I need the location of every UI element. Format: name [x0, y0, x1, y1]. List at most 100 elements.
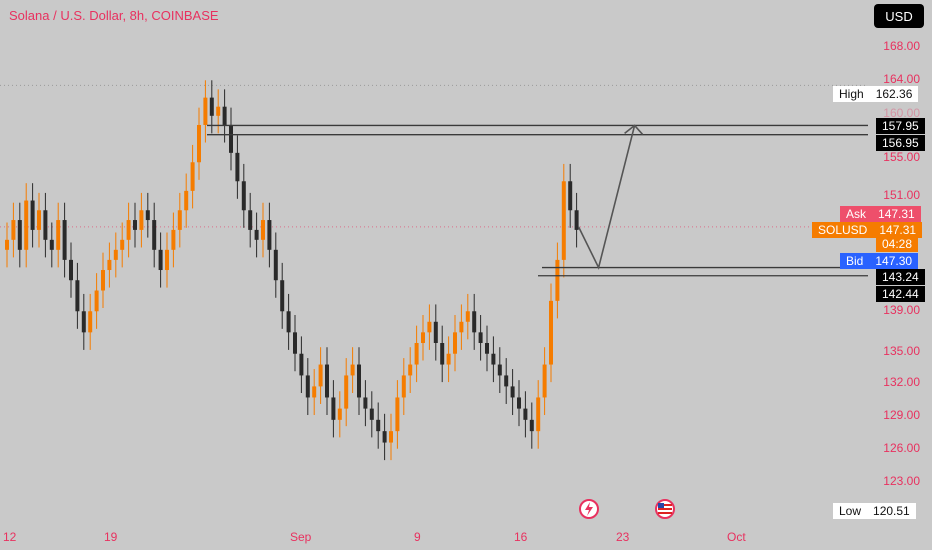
price-label: 139.00	[883, 303, 920, 317]
symbol-label: SOLUSD	[812, 222, 874, 238]
candle-body	[280, 280, 285, 312]
candle-body	[203, 97, 208, 125]
candle-body	[529, 419, 534, 432]
price-label: 164.00	[883, 72, 920, 86]
candle-body	[267, 220, 272, 250]
candle-body	[414, 343, 419, 365]
price-label: 132.00	[883, 375, 920, 389]
candle-body	[5, 239, 9, 250]
low-tag: Low 120.51	[833, 503, 916, 519]
candle-body	[305, 375, 310, 398]
candle-body	[446, 353, 451, 365]
bid-label: Bid	[840, 253, 870, 269]
candle-body	[145, 210, 150, 221]
candle-body	[363, 397, 368, 409]
candle-body	[491, 353, 496, 365]
candle-body	[478, 332, 483, 344]
currency-button[interactable]: USD	[874, 4, 924, 28]
candle-body	[331, 397, 336, 420]
candlestick-series	[5, 80, 579, 461]
candle-body	[229, 124, 233, 153]
price-label: 155.00	[883, 150, 920, 164]
candle-body	[81, 311, 86, 333]
candle-body	[261, 220, 265, 240]
ask-label: Ask	[840, 206, 873, 222]
candle-body	[389, 431, 393, 443]
candle-body	[126, 220, 131, 240]
projection-path	[577, 124, 644, 270]
candle-body	[43, 210, 48, 240]
candle-body	[555, 259, 560, 301]
candle-body	[357, 364, 361, 398]
bar-countdown: 04:28	[876, 236, 919, 252]
level-value: 156.95	[882, 136, 919, 150]
candle-body	[382, 431, 387, 443]
lightning-event-icon[interactable]	[579, 499, 599, 519]
time-label: 23	[616, 530, 630, 544]
price-label: 129.00	[883, 408, 920, 422]
candle-body	[312, 386, 317, 398]
candle-body	[465, 311, 470, 322]
candle-body	[549, 300, 553, 365]
candle-body	[190, 162, 195, 191]
candle-body	[177, 210, 182, 230]
candle-body	[421, 332, 425, 344]
level-tag: 143.24	[876, 269, 925, 285]
candle-body	[433, 321, 438, 344]
candle-body	[408, 364, 413, 376]
candle-body	[101, 270, 105, 291]
candle-body	[504, 375, 509, 387]
time-label: Sep	[290, 530, 312, 544]
candle-body	[152, 220, 157, 250]
candle-body	[107, 259, 112, 271]
candle-body	[299, 353, 304, 376]
symbol-title: Solana / U.S. Dollar, 8h, COINBASE	[9, 8, 219, 23]
level-value: 157.95	[882, 119, 919, 133]
high-label: High	[839, 87, 864, 101]
candle-body	[113, 249, 118, 260]
candle-body	[56, 220, 61, 250]
time-label: 9	[414, 530, 421, 544]
candle-body	[459, 321, 464, 333]
price-label: 126.00	[883, 441, 920, 455]
candle-body	[222, 106, 227, 125]
candle-body	[542, 364, 547, 398]
ask-tag: Ask 147.31	[840, 206, 921, 222]
projection-line	[577, 125, 636, 270]
candle-body	[574, 210, 579, 230]
candle-body	[197, 124, 201, 163]
level-tag: 156.95	[876, 135, 925, 151]
candle-body	[523, 408, 528, 420]
candle-body	[49, 239, 54, 250]
candle-body	[350, 364, 355, 376]
candle-body	[184, 190, 189, 211]
candle-body	[69, 259, 73, 281]
level-value: 142.44	[882, 287, 919, 301]
countdown-tag: 04:28	[876, 236, 919, 252]
candle-body	[517, 397, 521, 409]
projection-arrowhead	[624, 124, 644, 135]
candle-body	[75, 280, 80, 312]
candle-body	[318, 364, 323, 387]
candle-body	[216, 106, 221, 116]
candle-body	[165, 249, 169, 271]
price-label: 168.00	[883, 39, 920, 53]
candle-body	[11, 220, 16, 240]
candle-body	[369, 408, 374, 420]
price-label: 160.00	[883, 106, 920, 120]
high-value: 162.36	[875, 87, 913, 101]
horizontal-levels	[207, 124, 868, 277]
us-flag-event-icon[interactable]	[655, 499, 675, 519]
candle-body	[30, 200, 35, 230]
candle-body	[94, 290, 99, 312]
price-label: 135.00	[883, 344, 920, 358]
candle-body	[536, 397, 541, 432]
bid-value: 147.30	[869, 253, 919, 269]
candle-body	[158, 249, 163, 271]
time-label: Oct	[727, 530, 746, 544]
last-price-value: 147.31	[873, 222, 923, 238]
candle-body	[401, 375, 406, 398]
candle-body	[293, 332, 297, 354]
candle-body	[17, 220, 22, 250]
